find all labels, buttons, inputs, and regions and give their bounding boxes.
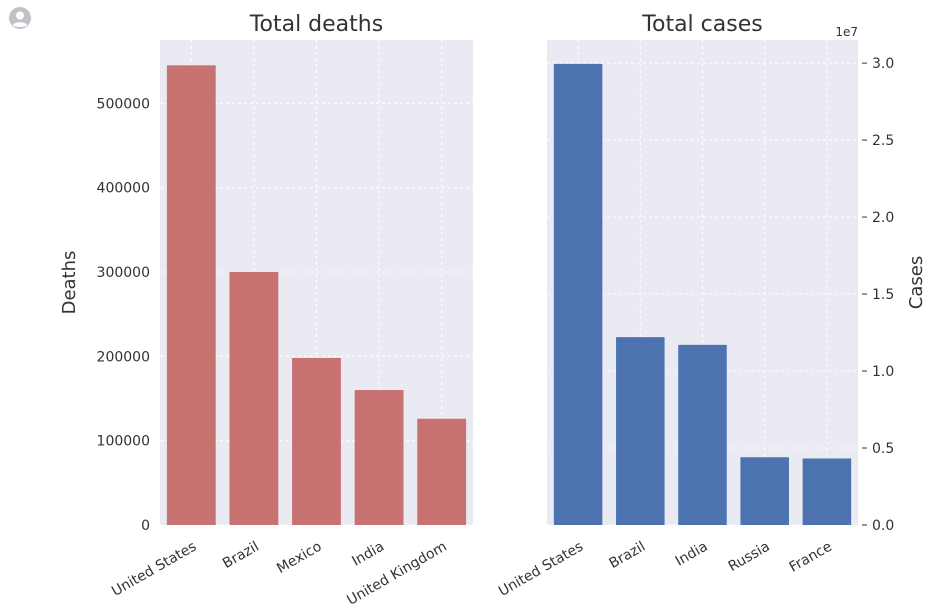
chart-2-xtick-label-india: India — [673, 539, 711, 570]
chart-1-xtick-label-india: India — [349, 539, 387, 570]
chart-1-ytick-label: 500000 — [97, 96, 150, 112]
chart-2-ytick-label: 1.5 — [872, 287, 894, 303]
chart-2-ylabel: Cases — [906, 256, 927, 309]
chart-1-bar-united-kingdom — [417, 418, 467, 525]
chart-1-bar-brazil — [229, 271, 279, 525]
chart-1-xtick-label-brazil: Brazil — [220, 539, 262, 572]
chart-1-ytick-label: 300000 — [97, 265, 150, 281]
chart-1-bar-india — [354, 390, 404, 525]
chart-2-xtick-label-united-states: United States — [496, 539, 586, 600]
chart-1-bar-united-states — [166, 65, 216, 525]
chart-1-ytick-label: 400000 — [97, 181, 150, 197]
chart-2-ytick-label: 3.0 — [872, 56, 894, 72]
user-avatar-icon — [9, 7, 31, 29]
chart-2-offset-label: 1e7 — [835, 25, 858, 39]
chart-2-ytick-label: 0.5 — [872, 441, 894, 457]
chart-2-ytick-label: 0.0 — [872, 518, 894, 534]
chart-1-group: 0 100000 200000 300000 400000 500000 United St… — [59, 12, 473, 609]
chart-1-ytick-label: 100000 — [97, 434, 150, 450]
chart-2-bar-brazil — [616, 337, 665, 525]
chart-2-bar-france — [802, 458, 852, 525]
chart-1-ytick-label: 0 — [141, 518, 150, 534]
chart-2-group: 0.0 0.5 1.0 1.5 2.0 2.5 3.0 United States Brazil… — [496, 12, 927, 600]
chart-2-ytick-label: 2.0 — [872, 210, 894, 226]
chart-2-ytick-label: 1.0 — [872, 364, 894, 380]
chart-1-xtick-label-united-states: United States — [109, 539, 199, 600]
chart-2-bar-russia — [740, 457, 789, 525]
chart-2-bar-india — [678, 344, 727, 525]
chart-2-title: Total cases — [641, 12, 762, 37]
chart-1-ytick-label: 200000 — [97, 349, 150, 365]
chart-2-xtick-label-russia: Russia — [726, 539, 773, 575]
chart-1-ylabel: Deaths — [59, 251, 80, 315]
chart-2-xtick-label-france: France — [787, 539, 835, 576]
chart-1-xtick-label-mexico: Mexico — [274, 539, 324, 577]
chart-2-ytick-label: 2.5 — [872, 133, 894, 149]
chart-2-bar-united-states — [553, 63, 603, 525]
chart-1-title: Total deaths — [249, 12, 383, 37]
chart-1-bar-mexico — [292, 357, 341, 525]
chart-2-xtick-label-brazil: Brazil — [606, 539, 648, 572]
